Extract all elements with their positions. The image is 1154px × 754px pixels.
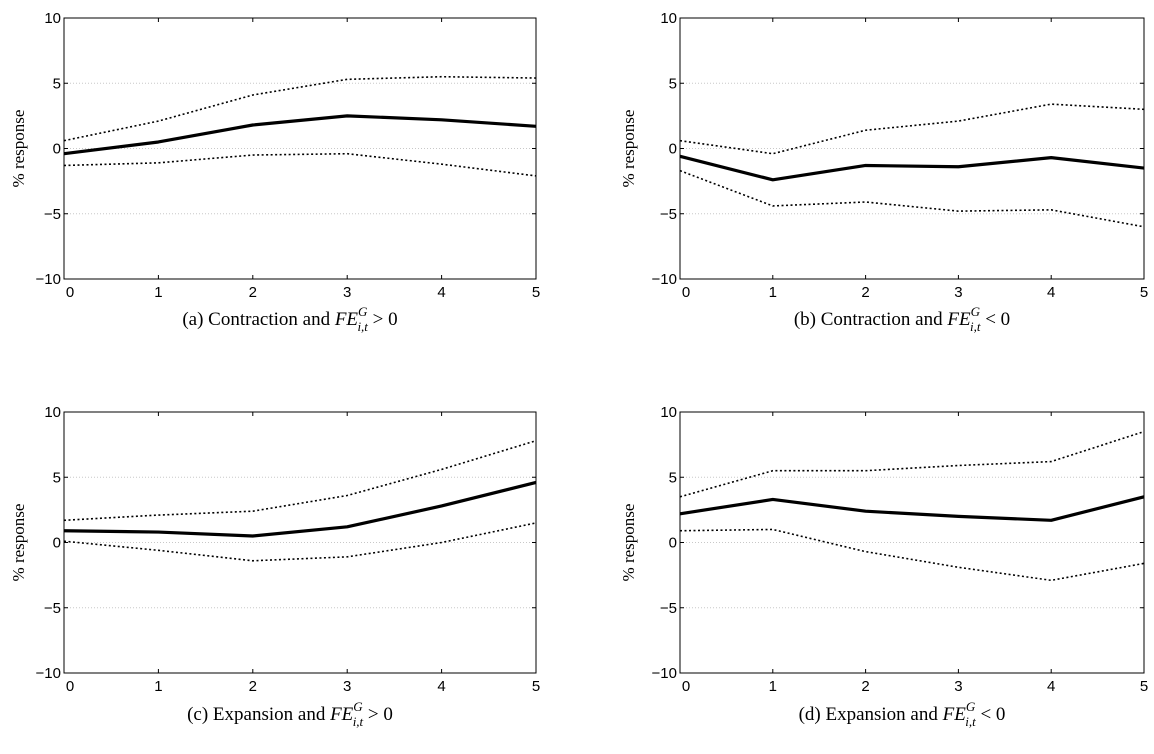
x-tick-label: 5: [1140, 678, 1148, 695]
x-tick-label: 3: [954, 284, 962, 301]
caption-sup: G: [358, 304, 368, 319]
y-tick-label: 0: [669, 535, 677, 552]
series-line-lower: [63, 152, 537, 177]
caption-sub: i,t: [357, 319, 368, 334]
y-tick-label: 0: [53, 141, 61, 158]
y-tick-label: 5: [53, 75, 61, 92]
series-line-upper: [63, 75, 537, 142]
y-tick-label: −5: [660, 206, 677, 223]
y-tick-label: 10: [660, 404, 677, 421]
caption-math: FE: [329, 704, 354, 725]
x-tick-label: 2: [249, 284, 257, 301]
x-tick-label: 1: [154, 678, 162, 695]
x-tick-label: 3: [343, 284, 351, 301]
x-tick-label: 5: [532, 284, 540, 301]
x-tick-label: 4: [1047, 678, 1055, 695]
caption-suffix: > 0: [363, 704, 393, 725]
x-tick-label: 1: [769, 284, 777, 301]
y-tick-label: 10: [660, 10, 677, 27]
caption-sub: i,t: [970, 319, 981, 334]
x-tick-label: 4: [437, 284, 445, 301]
x-tick-label: 0: [682, 678, 690, 695]
caption-sub: i,t: [353, 714, 364, 729]
caption-suffix: < 0: [976, 704, 1006, 725]
caption-sup: G: [971, 304, 981, 319]
x-tick-label: 0: [66, 284, 74, 301]
y-tick-label: 0: [53, 535, 61, 552]
y-axis-label: % response: [619, 110, 638, 188]
panel-caption: (a) Contraction and FEG i,t > 0: [182, 304, 397, 334]
caption-sup: G: [966, 699, 976, 714]
y-tick-label: 5: [669, 469, 677, 486]
x-tick-label: 5: [532, 678, 540, 695]
series-line-estimate: [63, 114, 537, 156]
series-line-upper: [63, 439, 537, 522]
caption-math: FE: [942, 704, 967, 725]
x-tick-label: 0: [682, 284, 690, 301]
series-line-upper: [679, 430, 1145, 498]
y-tick-label: −10: [652, 271, 677, 288]
x-tick-label: 3: [343, 678, 351, 695]
y-tick-label: 5: [53, 469, 61, 486]
panel-caption: (d) Expansion and FEG i,t < 0: [799, 699, 1006, 729]
series-line-lower: [63, 522, 537, 562]
y-tick-label: −5: [44, 206, 61, 223]
panel-c: 0 1 2 3 4 5 −10 −5 0 5 10 % response (c) Expansion a…: [9, 404, 540, 729]
x-tick-label: 2: [861, 284, 869, 301]
x-tick-label: 2: [861, 678, 869, 695]
y-tick-label: −10: [652, 665, 677, 682]
series-line-estimate: [679, 495, 1145, 522]
y-tick-label: −5: [44, 600, 61, 617]
series-line-upper: [679, 103, 1145, 155]
panel-caption: (c) Expansion and FEG i,t > 0: [187, 699, 393, 729]
y-tick-label: 5: [669, 75, 677, 92]
panel-a: 0 1 2 3 4 5 −10 −5 0 5 10 % response (a) Contraction…: [9, 10, 540, 334]
series-line-lower: [679, 528, 1145, 582]
y-axis-label: % response: [619, 504, 638, 582]
panel-d: 0 1 2 3 4 5 −10 −5 0 5 10 % response (d) Expansion a…: [619, 404, 1148, 729]
series-line-estimate: [679, 154, 1145, 182]
x-tick-label: 0: [66, 678, 74, 695]
x-tick-label: 3: [954, 678, 962, 695]
y-tick-label: 10: [44, 404, 61, 421]
caption-sub: i,t: [965, 714, 976, 729]
caption-sup: G: [353, 699, 363, 714]
caption-prefix: (a) Contraction and: [182, 309, 334, 330]
panel-caption: (b) Contraction and FEG i,t < 0: [794, 304, 1010, 334]
caption-suffix: < 0: [980, 309, 1010, 330]
series-line-lower: [679, 169, 1145, 228]
caption-prefix: (b) Contraction and: [794, 309, 948, 330]
y-tick-label: −10: [36, 665, 61, 682]
x-tick-label: 2: [249, 678, 257, 695]
y-axis-label: % response: [9, 504, 28, 582]
caption-prefix: (c) Expansion and: [187, 704, 330, 725]
y-axis-label: % response: [9, 110, 28, 188]
caption-prefix: (d) Expansion and: [799, 704, 943, 725]
axes-frame: [63, 17, 537, 280]
x-tick-label: 5: [1140, 284, 1148, 301]
axes-frame: [63, 411, 537, 674]
caption-math: FE: [334, 309, 359, 330]
y-tick-label: 10: [44, 10, 61, 27]
y-tick-label: −5: [660, 600, 677, 617]
x-tick-label: 1: [154, 284, 162, 301]
x-tick-label: 1: [769, 678, 777, 695]
panel-b: 0 1 2 3 4 5 −10 −5 0 5 10 % response (b) Contraction…: [619, 10, 1148, 334]
caption-suffix: > 0: [368, 309, 398, 330]
y-tick-label: −10: [36, 271, 61, 288]
x-tick-label: 4: [1047, 284, 1055, 301]
y-tick-label: 0: [669, 141, 677, 158]
series-line-estimate: [63, 480, 537, 538]
caption-math: FE: [946, 309, 971, 330]
x-tick-label: 4: [437, 678, 445, 695]
